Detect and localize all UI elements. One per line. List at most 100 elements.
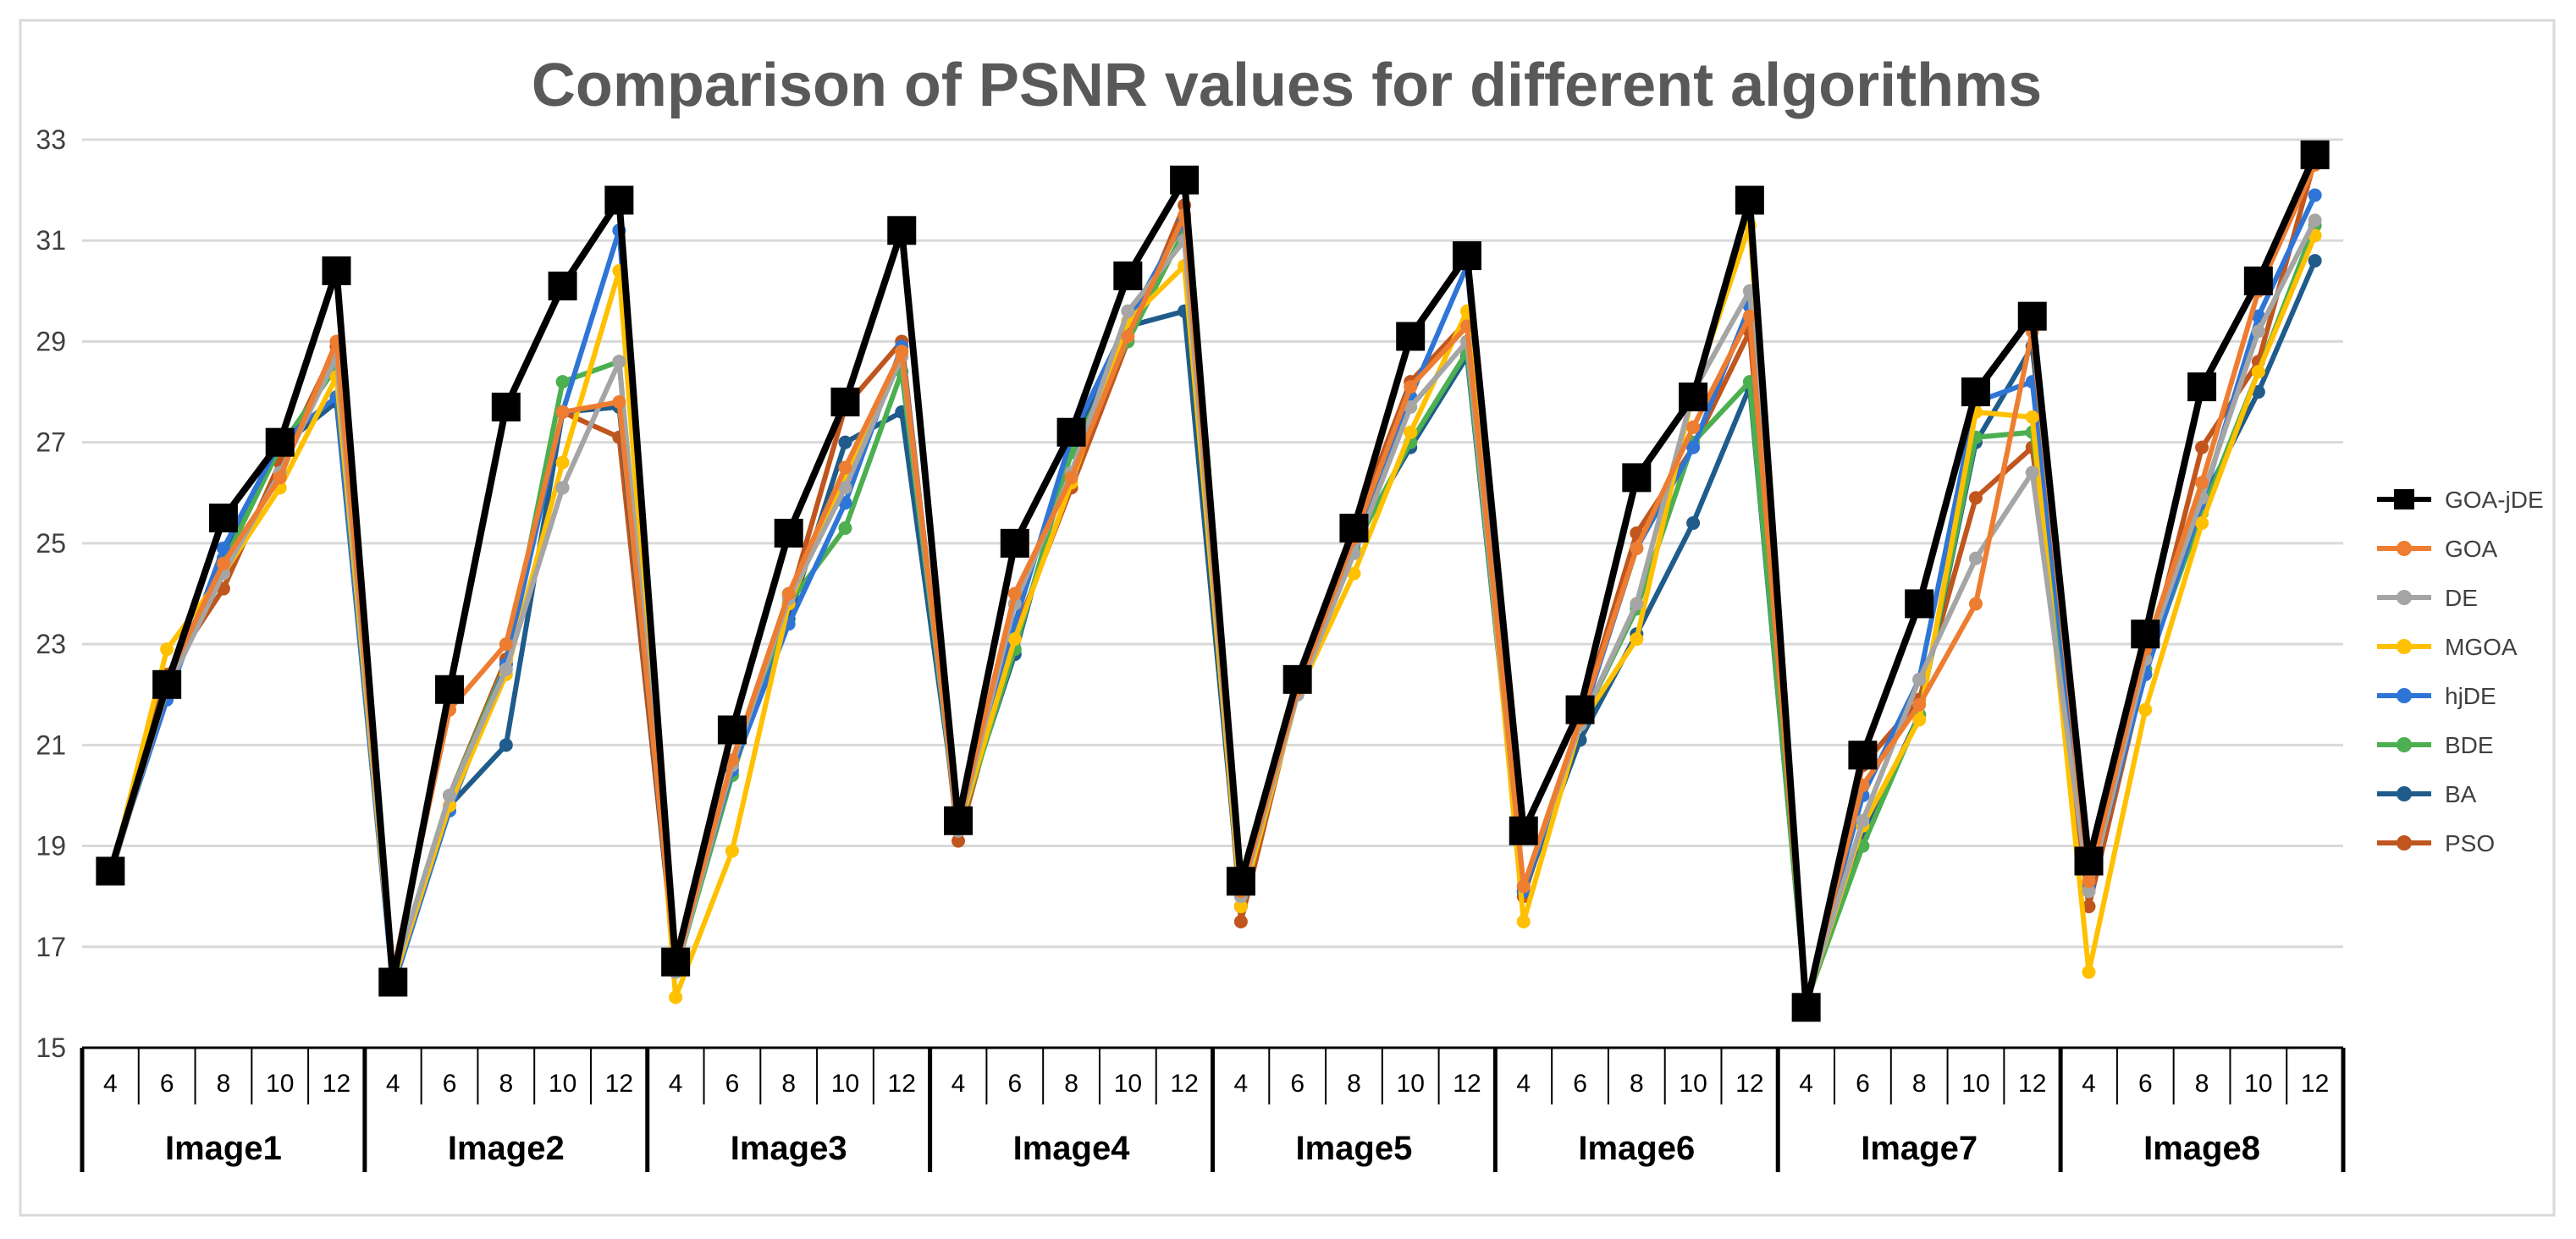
legend-label: MGOA bbox=[2445, 634, 2518, 660]
data-point bbox=[499, 738, 513, 752]
x-tick-label: 4 bbox=[103, 1070, 118, 1098]
y-tick-label: 29 bbox=[36, 326, 66, 356]
legend-item: GOA-jDE bbox=[2377, 487, 2544, 513]
data-point bbox=[2195, 440, 2209, 454]
legend-label: DE bbox=[2445, 585, 2478, 611]
x-tick-label: 6 bbox=[1573, 1070, 1587, 1098]
data-point bbox=[717, 715, 747, 745]
x-tick-label: 8 bbox=[1630, 1070, 1644, 1098]
data-point bbox=[952, 834, 966, 848]
data-point bbox=[1404, 380, 1418, 394]
data-point bbox=[273, 471, 287, 485]
data-point bbox=[548, 271, 577, 300]
data-point bbox=[1735, 185, 1764, 215]
legend-marker bbox=[2397, 639, 2412, 654]
chart-border bbox=[19, 19, 2556, 1217]
data-point bbox=[2074, 846, 2104, 876]
series-line bbox=[107, 153, 2319, 1011]
y-tick-label: 33 bbox=[36, 124, 66, 155]
data-point bbox=[2251, 385, 2265, 399]
data-point bbox=[499, 637, 513, 652]
x-tick-label: 4 bbox=[1799, 1070, 1813, 1098]
legend-marker bbox=[2397, 688, 2412, 703]
legend-item: GOA bbox=[2377, 536, 2498, 562]
legend-label: GOA-jDE bbox=[2445, 487, 2544, 513]
data-point bbox=[2308, 213, 2322, 228]
data-point bbox=[555, 375, 570, 389]
x-tick-label: 6 bbox=[1290, 1070, 1305, 1098]
data-point bbox=[1630, 597, 1644, 611]
x-tick-label: 10 bbox=[1961, 1070, 1989, 1098]
legend-marker bbox=[2397, 737, 2412, 752]
data-point bbox=[1452, 241, 1481, 271]
group-label: Image7 bbox=[1861, 1130, 1978, 1167]
x-tick-label: 10 bbox=[1114, 1070, 1142, 1098]
x-tick-label: 6 bbox=[2138, 1070, 2153, 1098]
x-tick-label: 12 bbox=[2018, 1070, 2046, 1098]
legend-item: BDE bbox=[2377, 732, 2494, 758]
data-point bbox=[838, 521, 852, 536]
x-tick-label: 8 bbox=[2195, 1070, 2209, 1098]
data-point bbox=[887, 216, 917, 245]
x-tick-label: 8 bbox=[781, 1070, 796, 1098]
y-tick-label: 25 bbox=[36, 528, 66, 559]
data-point bbox=[216, 541, 230, 555]
x-axis: 4 6 8 10 12 Image1 4 6 8 10 12 Image2 4 6 8 10 12 Image3 4… bbox=[80, 1046, 2346, 1172]
data-point bbox=[2025, 465, 2039, 480]
data-point bbox=[499, 662, 513, 676]
data-point bbox=[555, 405, 570, 419]
x-tick-label: 8 bbox=[499, 1070, 513, 1098]
group-label: Image1 bbox=[165, 1130, 282, 1167]
data-point bbox=[555, 455, 570, 470]
data-point bbox=[604, 185, 634, 215]
data-point bbox=[1007, 586, 1022, 601]
data-point bbox=[265, 427, 295, 457]
data-point bbox=[612, 355, 626, 369]
legend-label: PSO bbox=[2445, 830, 2495, 856]
x-tick-label: 12 bbox=[1735, 1070, 1763, 1098]
chart-title: Comparison of PSNR values for different … bbox=[532, 52, 2042, 119]
legend-label: BA bbox=[2445, 781, 2477, 807]
legend-label: GOA bbox=[2445, 536, 2498, 562]
legend-marker bbox=[2397, 590, 2412, 605]
group-label: Image8 bbox=[2143, 1130, 2260, 1167]
data-point bbox=[1233, 914, 1248, 928]
data-point bbox=[1404, 399, 1418, 414]
legend-item: hjDE bbox=[2377, 683, 2496, 709]
data-point bbox=[378, 967, 408, 997]
data-point bbox=[1742, 309, 1757, 323]
legend-marker bbox=[2397, 541, 2412, 556]
data-point bbox=[781, 586, 796, 601]
data-point bbox=[1961, 377, 1990, 407]
y-tick-label: 19 bbox=[36, 831, 66, 862]
data-point bbox=[1509, 816, 1538, 845]
x-tick-label: 6 bbox=[160, 1070, 174, 1098]
data-point bbox=[216, 556, 230, 570]
data-point bbox=[2195, 476, 2209, 490]
data-point bbox=[1856, 813, 1870, 828]
data-point bbox=[1912, 697, 1927, 712]
data-point bbox=[1912, 713, 1927, 727]
group-label: Image6 bbox=[1578, 1130, 1695, 1167]
data-point bbox=[1339, 514, 1369, 543]
data-point bbox=[2308, 188, 2322, 202]
data-point bbox=[2131, 620, 2160, 649]
x-tick-label: 12 bbox=[888, 1070, 916, 1098]
y-tick-label: 15 bbox=[36, 1032, 66, 1063]
data-point bbox=[1282, 664, 1312, 694]
x-tick-label: 4 bbox=[1516, 1070, 1531, 1098]
data-point bbox=[1630, 541, 1644, 555]
data-point bbox=[1121, 329, 1135, 344]
x-tick-label: 12 bbox=[1170, 1070, 1198, 1098]
data-point bbox=[1686, 420, 1701, 434]
data-point bbox=[1686, 440, 1701, 454]
data-point bbox=[1791, 993, 1821, 1022]
data-point bbox=[2017, 301, 2047, 331]
series-lines bbox=[96, 140, 2330, 1022]
x-tick-label: 10 bbox=[266, 1070, 294, 1098]
data-point bbox=[2308, 254, 2322, 268]
data-point bbox=[322, 256, 351, 285]
data-point bbox=[774, 518, 803, 548]
